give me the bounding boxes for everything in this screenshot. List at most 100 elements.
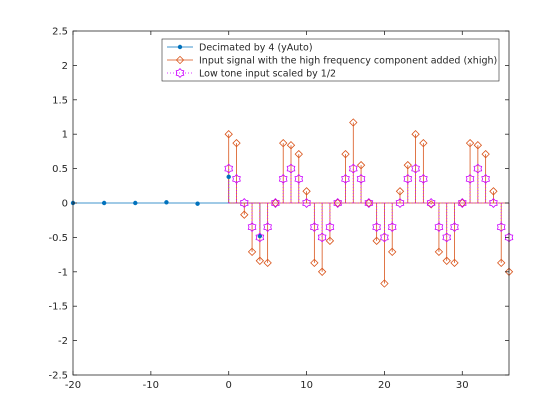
marker-series-3 (325, 222, 335, 233)
marker-series-3 (465, 173, 475, 184)
legend-label-2: Input signal with the high frequency com… (199, 56, 497, 67)
y-tick-label: 0 (62, 199, 68, 210)
marker-series-2 (302, 187, 311, 196)
marker-series-3 (310, 222, 319, 233)
marker-series-3 (364, 198, 374, 208)
legend-label-3: Low tone input scaled by 1/2 (199, 69, 336, 80)
marker-series-2 (341, 149, 350, 159)
marker-series-3 (278, 173, 288, 184)
y-tick-label: 2.5 (52, 27, 68, 38)
x-tick-label: 20 (378, 380, 391, 391)
marker-series-2 (434, 247, 444, 257)
marker-series-2 (325, 236, 335, 246)
marker-series-3 (294, 173, 304, 184)
marker-series-2 (232, 138, 241, 148)
marker-series-3 (380, 232, 389, 243)
marker-series-2 (489, 187, 498, 196)
y-tick-label: 0.5 (52, 164, 68, 175)
y-tick-label: 2 (62, 61, 68, 72)
marker-series-3 (302, 198, 311, 208)
marker-series-3 (372, 222, 381, 233)
marker-series-1 (101, 200, 107, 206)
marker-series-2 (458, 198, 467, 208)
y-tick-label: -2.5 (48, 371, 68, 382)
x-tick-label: 10 (300, 380, 313, 391)
marker-series-3 (341, 173, 350, 184)
marker-series-2 (263, 258, 272, 268)
marker-series-2 (419, 138, 428, 148)
y-tick-label: -2 (58, 336, 68, 347)
marker-series-3 (450, 222, 459, 233)
marker-series-2 (395, 187, 405, 196)
marker-series-2 (247, 247, 257, 257)
marker-series-3 (247, 222, 257, 233)
marker-series-1 (257, 233, 263, 239)
legend-marker-3 (175, 68, 185, 78)
marker-series-3 (395, 198, 405, 208)
x-tick-label: 30 (456, 380, 469, 391)
marker-series-3 (473, 163, 483, 174)
marker-series-3 (387, 222, 397, 233)
marker-series-2 (279, 138, 288, 148)
marker-series-2 (349, 118, 358, 127)
marker-series-2 (481, 149, 490, 159)
marker-series-1 (226, 174, 231, 180)
marker-series-3 (348, 163, 358, 174)
marker-series-2 (271, 198, 280, 208)
marker-series-2 (286, 141, 296, 150)
marker-series-2 (364, 198, 374, 208)
marker-series-3 (434, 222, 444, 233)
marker-series-2 (294, 149, 303, 159)
marker-series-3 (411, 163, 420, 174)
marker-series-3 (255, 232, 265, 243)
marker-series-3 (271, 198, 280, 208)
marker-series-2 (310, 258, 319, 268)
marker-series-3 (426, 198, 436, 208)
marker-series-3 (442, 232, 452, 243)
marker-series-3 (356, 173, 366, 184)
legend-box (161, 38, 500, 82)
marker-series-3 (419, 173, 428, 184)
marker-series-3 (317, 232, 327, 243)
x-tick-label: -10 (143, 380, 159, 391)
marker-series-2 (333, 198, 342, 208)
legend-marker-2 (175, 55, 185, 65)
marker-series-2 (442, 256, 451, 265)
marker-series-2 (388, 247, 397, 257)
marker-series-3 (286, 163, 296, 174)
marker-series-3 (232, 173, 241, 184)
y-tick-label: -1.5 (48, 302, 68, 313)
marker-series-2 (497, 258, 506, 268)
marker-series-2 (465, 138, 475, 148)
marker-series-2 (255, 256, 265, 265)
legend: Decimated by 4 (yAuto) Input signal with … (161, 38, 500, 82)
marker-series-1 (195, 201, 200, 206)
marker-series-2 (372, 236, 381, 246)
y-tick-label: -1 (58, 267, 68, 278)
marker-series-3 (403, 173, 413, 184)
marker-series-1 (133, 200, 138, 206)
marker-series-1 (164, 200, 169, 205)
legend-label-1: Decimated by 4 (yAuto) (199, 43, 313, 54)
y-tick-label: 1 (62, 130, 68, 141)
marker-series-2 (403, 160, 412, 170)
y-tick-label: 1.5 (52, 95, 68, 106)
marker-series-2 (224, 130, 233, 139)
marker-series-3 (333, 198, 343, 208)
marker-series-2 (317, 267, 327, 276)
marker-series-2 (450, 258, 459, 268)
marker-series-3 (457, 198, 467, 208)
marker-series-2 (473, 141, 483, 150)
legend-marker-1 (177, 44, 183, 50)
marker-series-3 (224, 163, 234, 174)
marker-series-2 (356, 160, 366, 170)
y-tick-label: -0.5 (48, 233, 68, 244)
x-tick-label: 0 (226, 380, 232, 391)
x-tick-label: -20 (65, 380, 81, 391)
marker-series-3 (239, 198, 249, 208)
marker-series-3 (496, 222, 506, 233)
marker-series-2 (380, 279, 389, 288)
marker-series-3 (481, 173, 490, 184)
marker-series-2 (411, 130, 420, 139)
